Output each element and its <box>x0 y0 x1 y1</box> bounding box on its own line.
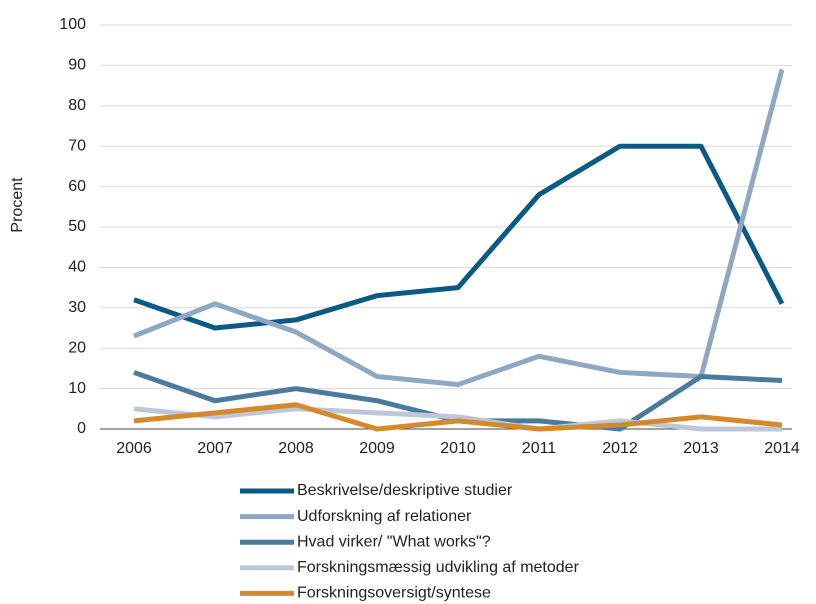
x-tick-label: 2012 <box>602 440 638 457</box>
y-tick-label: 60 <box>68 178 86 195</box>
x-tick-label: 2009 <box>359 440 395 457</box>
x-tick-label: 2011 <box>522 440 557 457</box>
y-tick-label: 20 <box>68 339 86 356</box>
series-line <box>133 402 783 432</box>
y-tick-label: 40 <box>68 259 86 276</box>
legend-label: Forskningsmæssig udvikling af metoder <box>297 559 580 576</box>
x-tick-label: 2013 <box>683 440 719 457</box>
series-line <box>133 143 785 331</box>
y-tick-label: 0 <box>77 420 86 437</box>
legend-label: Forskningsoversigt/syntese <box>297 585 491 602</box>
x-tick-label: 2008 <box>278 440 314 457</box>
x-tick-label: 2006 <box>116 440 152 457</box>
legend-label: Beskrivelse/deskriptive studier <box>297 482 513 499</box>
x-tick-label: 2014 <box>764 440 800 457</box>
series-line <box>133 406 782 432</box>
y-axis-label: Procent <box>9 177 26 233</box>
y-tick-label: 80 <box>68 97 86 114</box>
legend-label: Hvad virker/ "What works"? <box>297 533 491 550</box>
y-tick-label: 70 <box>68 137 86 154</box>
y-tick-label: 10 <box>68 380 86 397</box>
y-tick-label: 50 <box>68 218 86 235</box>
y-tick-label: 100 <box>59 16 86 33</box>
series-line <box>133 68 785 388</box>
x-tick-label: 2010 <box>440 440 476 457</box>
y-tick-label: 90 <box>68 57 86 74</box>
y-tick-label: 30 <box>68 299 86 316</box>
x-tick-label: 2007 <box>197 440 233 457</box>
legend-label: Udforskning af relationer <box>297 508 472 525</box>
